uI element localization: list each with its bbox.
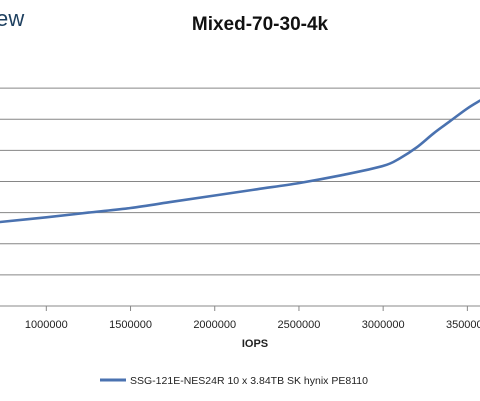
legend: SSG-121E-NES24R 10 x 3.84TB SK hynix PE8… — [100, 375, 368, 387]
x-tick-labels: 1000000 1500000 2000000 2500000 3000000 35000… — [25, 319, 480, 331]
series-lines — [0, 99, 480, 224]
brand-logo-text: ew — [0, 6, 25, 31]
grid-lines — [0, 87, 480, 276]
x-axis-title: IOPS — [242, 338, 268, 350]
legend-label-0: SSG-121E-NES24R 10 x 3.84TB SK hynix PE8… — [130, 375, 368, 387]
x-tick-label-3: 2500000 — [278, 319, 321, 331]
x-tick-marks — [45, 306, 468, 311]
series-line-0 — [0, 99, 480, 224]
x-tick-label-4: 3000000 — [362, 319, 405, 331]
x-tick-label-5: 3500000 — [446, 319, 480, 331]
x-tick-label-1: 1500000 — [109, 319, 152, 331]
x-tick-label-0: 1000000 — [25, 319, 68, 331]
x-tick-label-2: 2000000 — [193, 319, 236, 331]
chart-title: Mixed-70-30-4k — [191, 14, 329, 35]
